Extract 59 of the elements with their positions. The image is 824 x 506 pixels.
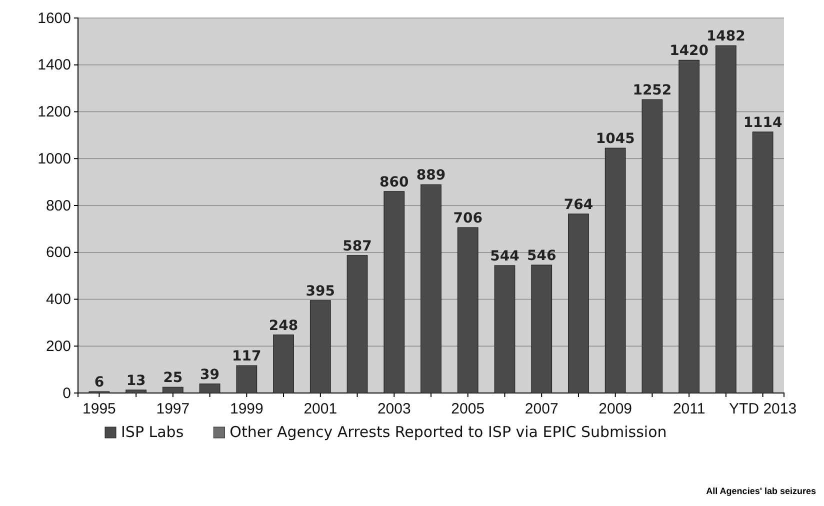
bar [420, 184, 442, 394]
x-tick-label: 1999 [230, 400, 264, 418]
bar [199, 384, 220, 394]
bar [642, 99, 663, 394]
bar [678, 60, 700, 394]
data-label: 248 [268, 318, 298, 334]
data-label: 117 [232, 348, 262, 365]
bar [273, 334, 294, 394]
data-label: 1114 [743, 114, 783, 131]
data-label: 764 [564, 196, 594, 213]
y-tick-label: 400 [46, 291, 71, 308]
x-tick-label: 2009 [598, 400, 632, 418]
y-tick-label: 800 [46, 197, 71, 214]
data-label: 860 [380, 174, 409, 190]
x-tick-label: 2005 [451, 400, 485, 418]
data-label: 1252 [632, 82, 672, 99]
x-tick-label: 2011 [672, 400, 706, 418]
y-tick-label: 1400 [38, 56, 71, 74]
bar [531, 264, 552, 394]
x-tick-label: 2003 [377, 400, 411, 418]
x-tick-label: 1997 [156, 400, 190, 418]
data-label: 1482 [706, 28, 746, 45]
data-label: 13 [126, 372, 146, 389]
y-tick-label: 1600 [38, 10, 71, 27]
bar [494, 265, 516, 394]
bar [236, 365, 258, 394]
bar [752, 132, 774, 394]
bar [126, 390, 147, 394]
bar [346, 255, 368, 394]
bar [384, 191, 405, 394]
data-label: 587 [342, 238, 372, 254]
bar [604, 148, 626, 394]
data-label: 25 [163, 370, 183, 386]
data-label: 39 [200, 366, 220, 383]
legend-label: ISP Labs [121, 423, 184, 441]
x-tick-label: 1995 [82, 400, 116, 418]
data-label: 1420 [670, 43, 709, 60]
data-label: 1045 [596, 131, 635, 148]
x-tick-label: 2001 [304, 400, 338, 418]
data-label: 6 [94, 374, 104, 391]
text: All Agencies' lab seizures [706, 486, 816, 496]
y-tick-label: 0 [62, 384, 71, 402]
bar [310, 300, 331, 394]
x-tick-label: YTD 2013 [729, 400, 797, 418]
y-tick-label: 1000 [38, 150, 71, 168]
legend-label: Other Agency Arrests Reported to ISP via EPIC Submission [230, 423, 667, 441]
bar [162, 386, 184, 394]
y-tick-label: 600 [46, 244, 71, 262]
x-tick-label: 2007 [524, 400, 558, 418]
bar [457, 227, 478, 394]
data-label: 546 [526, 248, 556, 264]
bar [715, 45, 736, 394]
y-tick-label: 200 [46, 338, 71, 355]
data-label: 706 [453, 210, 482, 227]
data-label: 544 [490, 248, 520, 264]
y-tick-label: 1200 [38, 104, 71, 121]
bar [568, 214, 589, 394]
data-label: 889 [416, 168, 446, 184]
data-label: 395 [306, 283, 336, 300]
